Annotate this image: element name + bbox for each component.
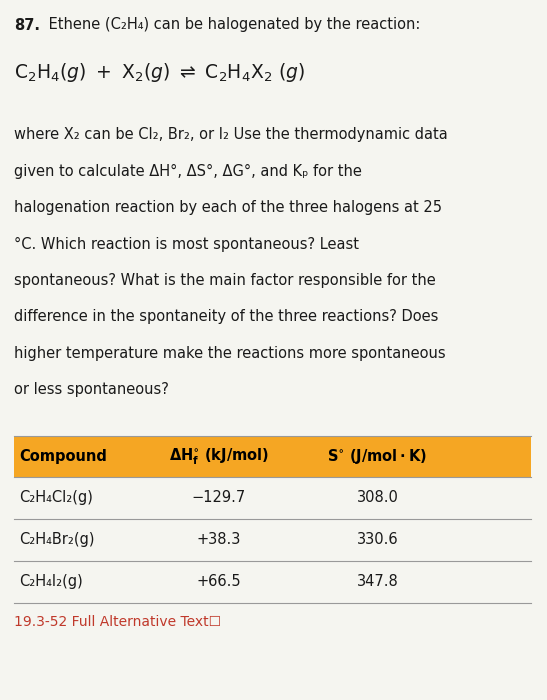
Bar — [14, 436, 531, 477]
Text: C₂H₄Cl₂(g): C₂H₄Cl₂(g) — [19, 490, 93, 505]
Text: +38.3: +38.3 — [196, 532, 241, 547]
Text: Ethene (C₂H₄) can be halogenated by the reaction:: Ethene (C₂H₄) can be halogenated by the … — [44, 18, 420, 32]
Text: given to calculate ΔH°, ΔS°, ΔG°, and Kₚ for the: given to calculate ΔH°, ΔS°, ΔG°, and Kₚ… — [14, 164, 362, 178]
Text: Compound: Compound — [19, 449, 107, 464]
Text: C₂H₄Br₂(g): C₂H₄Br₂(g) — [19, 532, 95, 547]
Text: 19.3-52 Full Alternative Text☐: 19.3-52 Full Alternative Text☐ — [14, 615, 221, 629]
Text: where X₂ can be Cl₂, Br₂, or I₂ Use the thermodynamic data: where X₂ can be Cl₂, Br₂, or I₂ Use the … — [14, 127, 447, 142]
Text: 87.: 87. — [14, 18, 40, 32]
Text: $\mathbf{S^{\circ}}$ $\mathbf{(J/mol \cdot K)}$: $\mathbf{S^{\circ}}$ $\mathbf{(J/mol \cd… — [328, 447, 427, 466]
Text: +66.5: +66.5 — [196, 574, 241, 589]
Text: difference in the spontaneity of the three reactions? Does: difference in the spontaneity of the thr… — [14, 309, 438, 324]
Text: higher temperature make the reactions more spontaneous: higher temperature make the reactions mo… — [14, 346, 445, 360]
Text: −129.7: −129.7 — [191, 490, 246, 505]
Text: $\mathbf{\Delta H^{\circ}_{f}}$ $\mathbf{(kJ/mol)}$: $\mathbf{\Delta H^{\circ}_{f}}$ $\mathbf… — [169, 446, 269, 467]
Text: C₂H₄I₂(g): C₂H₄I₂(g) — [19, 574, 83, 589]
Text: °C. Which reaction is most spontaneous? Least: °C. Which reaction is most spontaneous? … — [14, 237, 359, 251]
Text: or less spontaneous?: or less spontaneous? — [14, 382, 168, 397]
Text: spontaneous? What is the main factor responsible for the: spontaneous? What is the main factor res… — [14, 273, 435, 288]
Text: 308.0: 308.0 — [357, 490, 398, 505]
Text: 330.6: 330.6 — [357, 532, 398, 547]
Text: $\rm C_2H_4$$\left(\mathit{g}\right)$$\rm\ +\ X_2$$\left(\mathit{g}\right)$$\ \r: $\rm C_2H_4$$\left(\mathit{g}\right)$$\r… — [14, 61, 305, 84]
Text: 347.8: 347.8 — [357, 574, 398, 589]
Text: halogenation reaction by each of the three halogens at 25: halogenation reaction by each of the thr… — [14, 200, 441, 215]
